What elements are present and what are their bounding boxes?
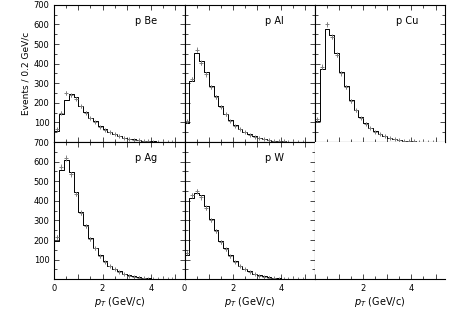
X-axis label: $p_T$ (GeV/c): $p_T$ (GeV/c) xyxy=(354,295,405,308)
Text: p W: p W xyxy=(265,153,284,163)
Text: p Ag: p Ag xyxy=(135,153,157,163)
X-axis label: $p_T$ (GeV/c): $p_T$ (GeV/c) xyxy=(224,295,275,308)
Text: p Be: p Be xyxy=(135,16,157,26)
Text: p Al: p Al xyxy=(265,16,284,26)
Text: p Cu: p Cu xyxy=(395,16,417,26)
X-axis label: $p_T$ (GeV/c): $p_T$ (GeV/c) xyxy=(93,295,145,308)
Y-axis label: Events / 0.2 GeV/c: Events / 0.2 GeV/c xyxy=(22,32,31,115)
